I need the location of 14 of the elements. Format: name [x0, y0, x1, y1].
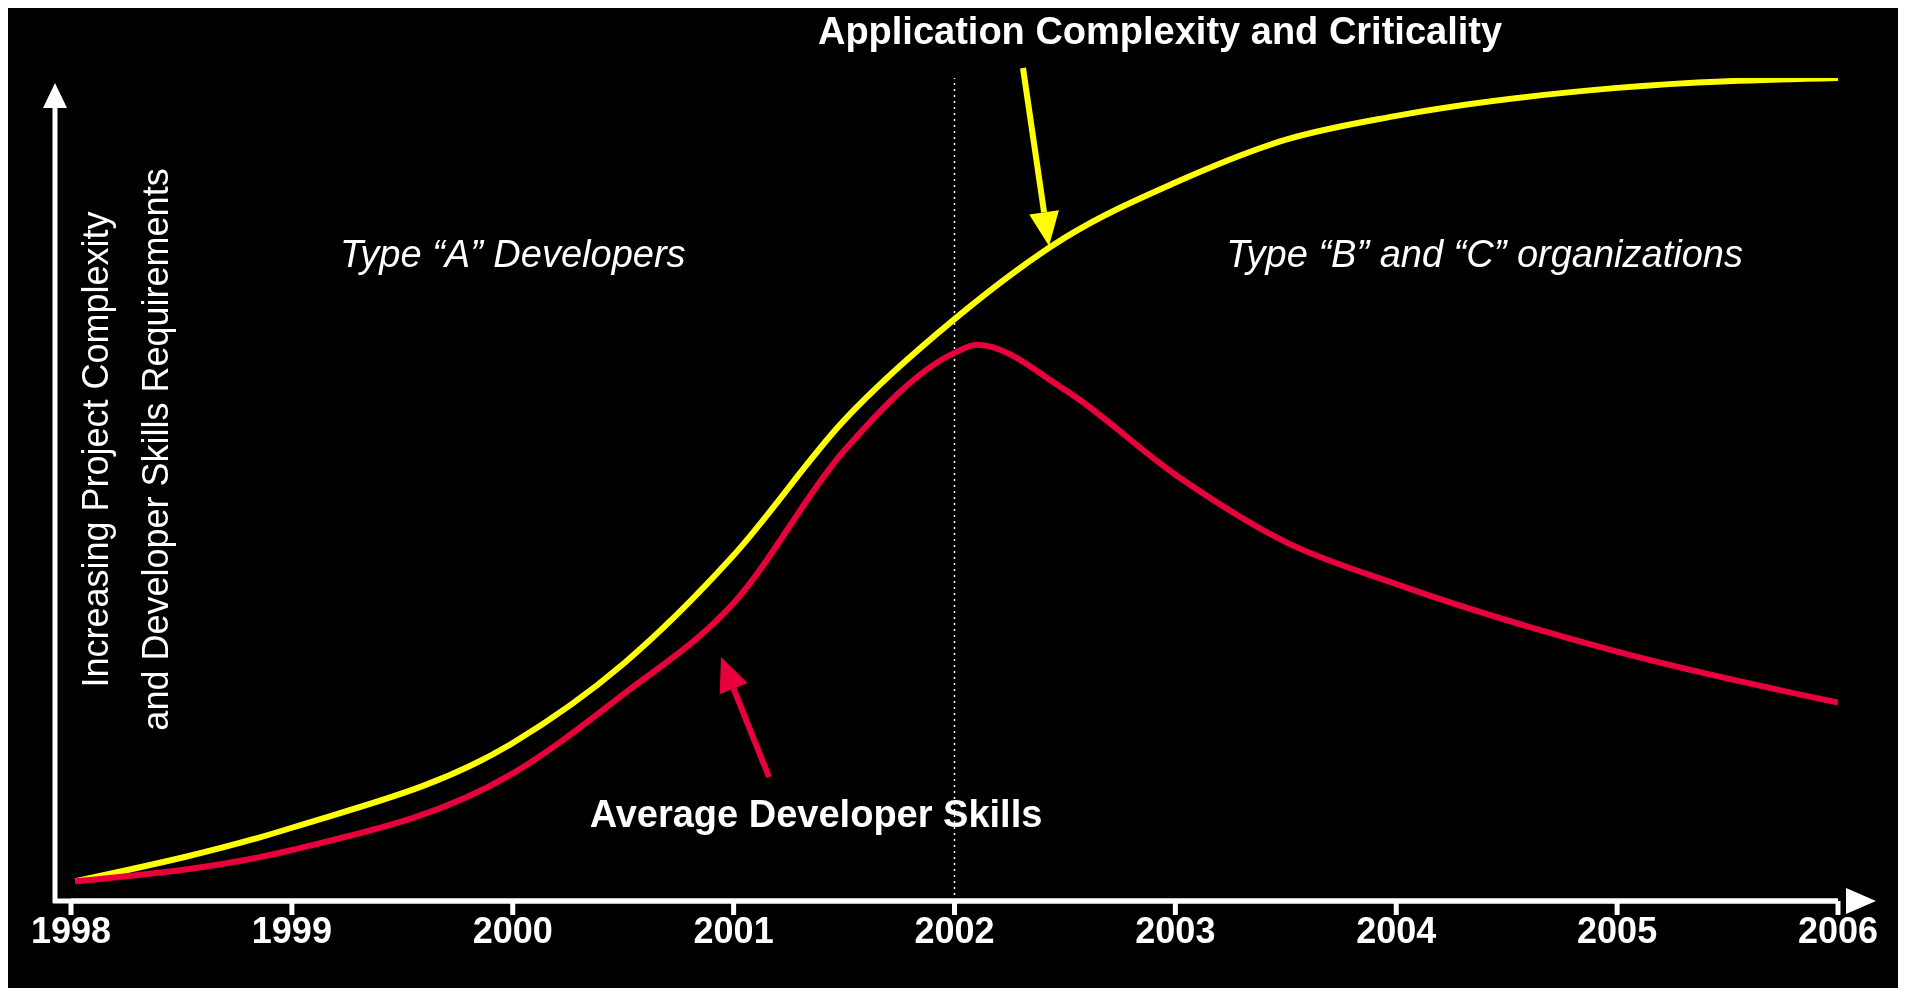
x-tick-label: 2002 — [914, 909, 995, 951]
x-tick-label: 1998 — [30, 909, 112, 951]
annotation: Type “B” and “C” organizations — [1226, 233, 1743, 276]
x-tick-label: 1999 — [251, 909, 332, 951]
legend-label: Average Developer Skills — [589, 793, 1043, 835]
x-tick-label: 2006 — [1797, 909, 1879, 951]
x-tick-label: 2004 — [1356, 909, 1437, 951]
x-tick-label: 2000 — [472, 909, 553, 951]
annotation: Type “A” Developers — [339, 233, 686, 276]
y-axis-title: Increasing Project Complexity and Developer Skills Requirements — [75, 168, 176, 731]
series-label: Application Complexity and Criticality — [817, 10, 1503, 52]
x-tick-label: 2001 — [693, 909, 774, 951]
x-tick-label: 2003 — [1135, 909, 1216, 951]
x-tick-label: 2005 — [1577, 909, 1658, 951]
